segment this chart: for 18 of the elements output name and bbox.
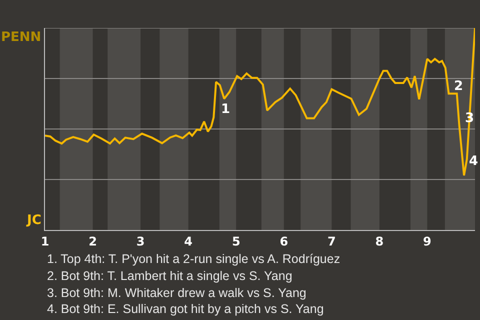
text: JC xyxy=(26,213,42,228)
text: PENN xyxy=(1,30,42,45)
x-tick-label: 3 xyxy=(136,234,145,248)
x-tick-label: 1 xyxy=(40,234,50,248)
x-tick-label: 6 xyxy=(280,234,288,248)
text: 1. Top 4th: T. P'yon hit a 2-run single vs A. Rodríguez xyxy=(47,252,340,266)
x-tick-label: 7 xyxy=(327,234,336,248)
text: 2. Bot 9th: T. Lambert hit a single vs S. Yang xyxy=(47,269,292,283)
x-tick-label: 9 xyxy=(423,234,432,248)
x-tick-label: 8 xyxy=(375,234,384,248)
x-tick-label: 2 xyxy=(88,234,97,248)
annotation: 1 xyxy=(221,102,230,117)
x-tick-label: 4 xyxy=(184,234,193,248)
annotation: 2 xyxy=(454,79,464,94)
x-tick-label: 5 xyxy=(232,234,240,248)
text: 4. Bot 9th: E. Sullivan got hit by a pitch vs S. Yang xyxy=(47,302,324,316)
annotation: 4 xyxy=(469,154,478,169)
text: 3. Bot 9th: M. Whitaker drew a walk vs S. Yang xyxy=(47,286,306,300)
